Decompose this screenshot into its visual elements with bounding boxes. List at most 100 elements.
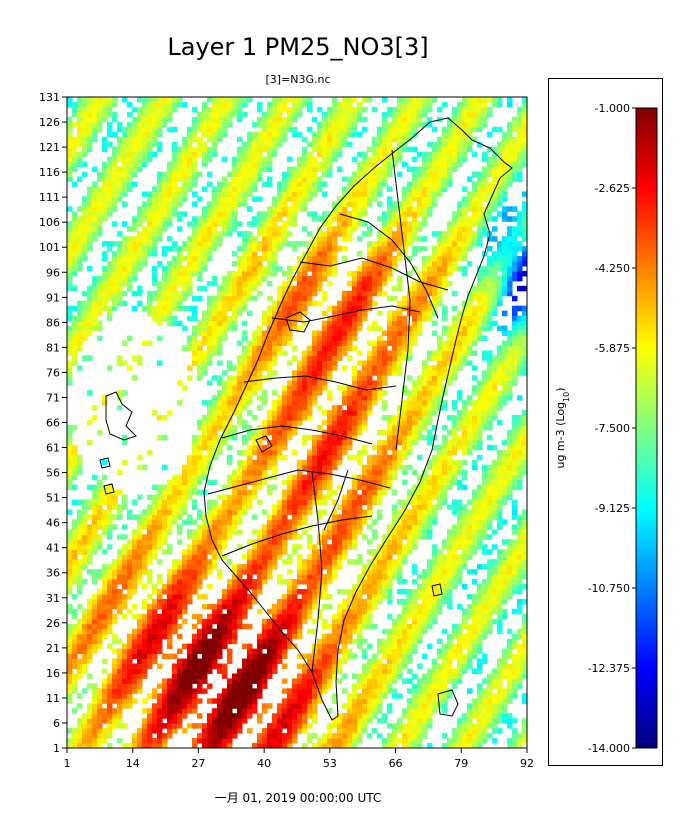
heatmap-cell <box>332 420 338 426</box>
heatmap-cell <box>417 424 423 431</box>
heatmap-cell <box>157 529 163 535</box>
heatmap-cell <box>207 519 213 525</box>
heatmap-cell <box>202 549 208 555</box>
heatmap-cell <box>437 668 443 674</box>
heatmap-cell <box>127 638 133 645</box>
heatmap-cell <box>492 703 498 709</box>
heatmap-cell <box>117 703 123 709</box>
heatmap-cell <box>367 395 373 401</box>
heatmap-cell <box>82 743 88 749</box>
heatmap-cell <box>512 424 518 431</box>
heatmap-cell <box>477 663 483 669</box>
heatmap-cell <box>257 499 263 505</box>
heatmap-cell <box>492 464 498 471</box>
heatmap-cell <box>147 340 153 346</box>
heatmap-cell <box>212 400 218 406</box>
heatmap-cell <box>317 474 323 481</box>
heatmap-cell <box>272 415 278 421</box>
heatmap-cell <box>187 494 193 501</box>
heatmap-cell <box>517 320 523 327</box>
heatmap-cell <box>287 400 293 406</box>
heatmap-cell <box>372 593 378 600</box>
heatmap-cell <box>437 579 443 585</box>
heatmap-cell <box>447 469 453 476</box>
heatmap-cell <box>492 593 498 600</box>
heatmap-cell <box>87 559 93 565</box>
heatmap-cell <box>217 668 223 674</box>
heatmap-cell <box>267 618 273 625</box>
heatmap-cell <box>162 733 168 739</box>
heatmap-cell <box>222 663 228 669</box>
heatmap-cell <box>217 718 223 724</box>
heatmap-cell <box>407 608 413 615</box>
heatmap-cell <box>342 390 348 396</box>
heatmap-cell <box>277 529 283 535</box>
heatmap-cell <box>132 643 138 650</box>
heatmap-cell <box>247 444 253 451</box>
heatmap-cell <box>287 380 293 386</box>
heatmap-cell <box>317 360 323 366</box>
heatmap-cell <box>517 395 523 401</box>
heatmap-cell <box>462 733 468 739</box>
heatmap-cell <box>382 400 388 406</box>
heatmap-cell <box>352 559 358 565</box>
heatmap-cell <box>192 439 198 446</box>
heatmap-cell <box>302 588 308 595</box>
heatmap-cell <box>227 519 233 525</box>
heatmap-cell <box>157 489 163 496</box>
heatmap-cell <box>232 603 238 610</box>
heatmap-cell <box>222 395 228 401</box>
heatmap-cell <box>352 325 358 332</box>
heatmap-cell <box>457 534 463 540</box>
heatmap-cell <box>227 534 233 540</box>
heatmap-cell <box>512 579 518 585</box>
heatmap-cell <box>82 613 88 620</box>
heatmap-cell <box>67 673 73 679</box>
heatmap-cell <box>242 355 248 361</box>
heatmap-cell <box>237 673 243 679</box>
heatmap-cell <box>92 698 98 704</box>
heatmap-cell <box>327 678 333 684</box>
heatmap-cell <box>412 539 418 545</box>
heatmap-cell <box>157 628 163 635</box>
heatmap-cell <box>237 693 243 699</box>
heatmap-cell <box>222 424 228 431</box>
heatmap-cell <box>502 574 508 580</box>
heatmap-cell <box>117 673 123 679</box>
heatmap-cell <box>347 529 353 535</box>
heatmap-cell <box>272 723 278 729</box>
heatmap-cell <box>147 718 153 724</box>
heatmap-cell <box>362 489 368 496</box>
heatmap-cell <box>277 320 283 327</box>
heatmap-cell <box>267 703 273 709</box>
heatmap-cell <box>462 410 468 416</box>
heatmap-cell <box>407 708 413 714</box>
heatmap-cell <box>387 459 393 466</box>
heatmap-cell <box>472 375 478 381</box>
heatmap-cell <box>512 459 518 466</box>
heatmap-cell <box>287 603 293 610</box>
heatmap-cell <box>462 449 468 456</box>
heatmap-cell <box>512 509 518 515</box>
heatmap-cell <box>137 743 143 749</box>
heatmap-cell <box>307 658 313 665</box>
heatmap-cell <box>297 613 303 620</box>
heatmap-cell <box>507 385 513 391</box>
heatmap-cell <box>447 534 453 540</box>
heatmap-cell <box>382 380 388 386</box>
heatmap-cell <box>77 335 83 341</box>
heatmap-cell <box>87 355 93 361</box>
heatmap-cell <box>302 360 308 366</box>
heatmap-cell <box>277 524 283 530</box>
heatmap-cell <box>332 360 338 366</box>
heatmap-cell <box>462 718 468 724</box>
heatmap-cell <box>497 474 503 481</box>
heatmap-cell <box>202 325 208 332</box>
heatmap-cell <box>397 569 403 575</box>
heatmap-cell <box>122 544 128 550</box>
heatmap-cell <box>352 424 358 431</box>
heatmap-cell <box>332 559 338 565</box>
heatmap-cell <box>207 564 213 570</box>
heatmap-cell <box>412 469 418 476</box>
heatmap-cell <box>77 345 83 351</box>
